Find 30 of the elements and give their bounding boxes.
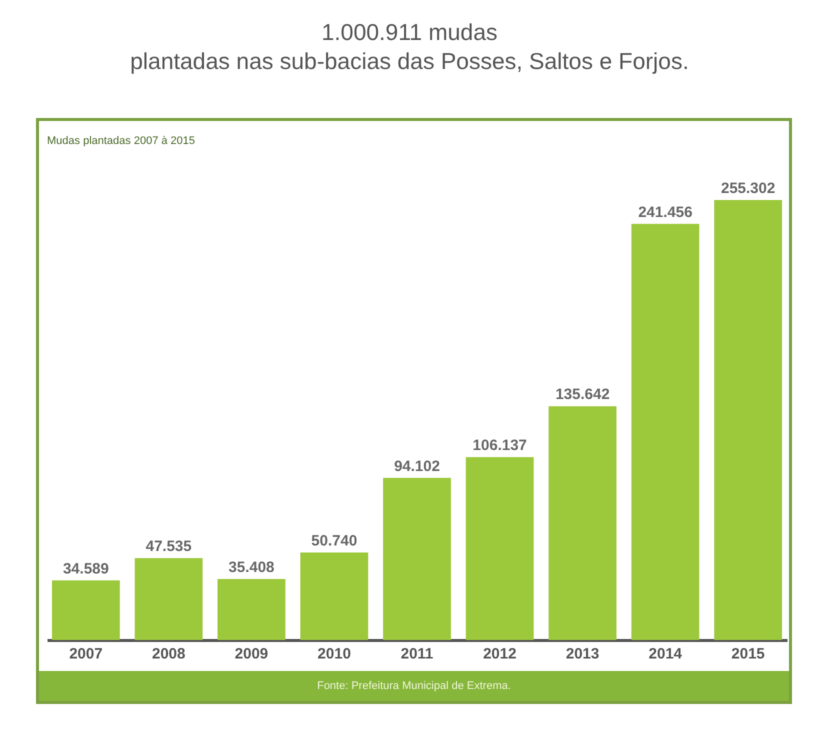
data-label: 106.137 — [472, 437, 527, 454]
data-label: 34.589 — [62, 560, 109, 578]
bar — [218, 578, 286, 640]
bar — [714, 200, 782, 640]
chart-title: 1.000.911 mudas plantadas nas sub-bacias das Posses, Saltos e Forjos. — [129, 18, 690, 76]
bar — [134, 558, 203, 640]
data-label: 94.102 — [394, 458, 440, 475]
data-label: 47.535 — [146, 538, 192, 556]
x-tick-label: 2014 — [648, 646, 683, 662]
x-tick-label: 2012 — [483, 646, 516, 662]
x-tick-label: 2011 — [400, 646, 434, 662]
text: Mudas plantadas 2007 à 2015 — [47, 135, 196, 147]
data-label: 50.740 — [311, 532, 358, 550]
bar — [52, 580, 120, 640]
x-tick-label: 2007 — [69, 646, 103, 662]
bar — [466, 457, 534, 640]
data-label: 255.302 — [720, 180, 776, 197]
x-tick-label: 2009 — [234, 646, 268, 662]
x-tick-label: 2010 — [318, 646, 351, 662]
x-tick-label: 2013 — [566, 646, 600, 662]
data-label: 35.408 — [228, 558, 274, 576]
bar — [548, 406, 616, 640]
bar — [383, 478, 451, 640]
bar — [300, 552, 368, 640]
data-label: 135.642 — [555, 386, 610, 404]
source-note: Fonte: Prefeitura Municipal de Extrema. — [39, 671, 789, 701]
data-label: 241.456 — [638, 204, 692, 221]
x-tick-label: 2015 — [731, 646, 765, 662]
x-tick-label: 2008 — [152, 646, 186, 662]
bar — [631, 224, 700, 640]
